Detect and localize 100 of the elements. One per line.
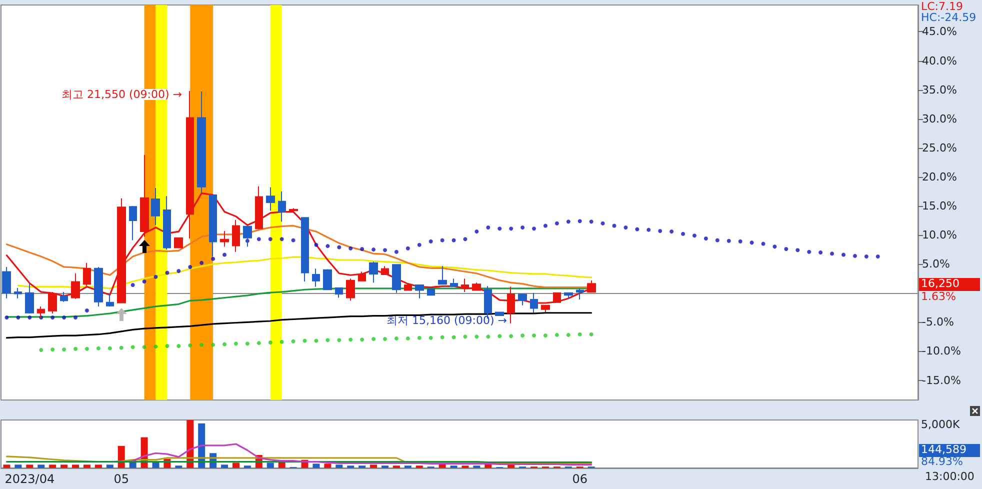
bar <box>266 462 274 468</box>
y-tick-label: 15.0% <box>922 199 957 212</box>
line-series <box>6 312 592 339</box>
point <box>200 342 204 347</box>
bar <box>336 464 343 468</box>
candlestick <box>94 266 103 307</box>
point <box>372 337 376 342</box>
candlestick <box>25 283 34 314</box>
candlestick <box>564 292 573 299</box>
point <box>532 334 536 338</box>
point <box>566 332 570 337</box>
bar <box>106 464 114 468</box>
bar <box>221 464 228 468</box>
point <box>268 340 272 344</box>
point <box>348 338 353 342</box>
line-series <box>17 256 592 290</box>
point <box>486 334 490 339</box>
bar <box>94 464 102 468</box>
y-tick-label: 10.0% <box>922 228 957 242</box>
candlestick <box>576 288 584 300</box>
candlestick <box>60 291 68 302</box>
point <box>222 342 227 346</box>
bar <box>38 464 45 468</box>
text: LC:7.19 <box>921 0 964 13</box>
text: 1.63% <box>921 290 956 303</box>
point <box>428 336 433 340</box>
bar <box>26 464 34 468</box>
point <box>234 342 238 346</box>
candlestick <box>220 230 229 248</box>
bar <box>83 464 90 468</box>
text: HC:-24.59 <box>921 11 976 24</box>
y-tick-label: 25.0% <box>922 141 957 154</box>
point <box>62 347 66 352</box>
point <box>84 346 89 351</box>
bar <box>232 462 240 468</box>
point <box>520 334 525 338</box>
candlestick <box>163 196 171 250</box>
bar <box>14 464 22 468</box>
text: 5,000K <box>921 418 960 431</box>
point <box>509 334 514 338</box>
point <box>176 344 181 348</box>
candlestick <box>106 293 114 307</box>
candlestick <box>301 217 309 282</box>
point <box>474 334 479 339</box>
bar <box>49 464 56 468</box>
point <box>589 332 594 336</box>
y-tick-label: 30.0% <box>922 112 957 126</box>
candlestick <box>530 292 538 314</box>
bar <box>312 464 320 468</box>
candlestick <box>404 284 412 291</box>
candlestick <box>415 284 424 299</box>
candlestick <box>14 287 22 299</box>
x-tick-label: 05 <box>114 472 129 486</box>
point <box>440 335 444 340</box>
point <box>130 345 135 350</box>
bar <box>370 464 378 468</box>
candlestick <box>266 186 275 212</box>
candlestick <box>232 219 240 252</box>
point <box>543 334 548 338</box>
y-tick-label: -10.0% <box>922 344 961 358</box>
point <box>50 347 55 352</box>
point <box>394 336 398 340</box>
candlestick <box>461 278 469 292</box>
annotation: 최저 15,160 (09:00) → <box>386 314 507 327</box>
candlestick <box>427 287 435 296</box>
candlestick <box>278 190 286 222</box>
point <box>96 346 100 350</box>
point <box>291 339 296 344</box>
annotation: 최고 21,550 (09:00) → <box>62 88 182 101</box>
bar <box>186 420 194 468</box>
candlestick <box>2 266 11 299</box>
y-tick-label: 35.0% <box>922 83 957 96</box>
point <box>119 346 124 350</box>
candlestick <box>71 272 80 300</box>
y-tick-label: -15.0% <box>922 374 961 387</box>
point <box>314 338 318 343</box>
point <box>165 344 170 348</box>
y-tick-label: 40.0% <box>922 54 957 68</box>
bar <box>324 464 332 468</box>
point <box>383 337 387 342</box>
y-tick-label: -5.0% <box>922 316 954 329</box>
y-tick-label: 5.0% <box>922 258 950 271</box>
y-tick-label: 45.0% <box>922 25 957 38</box>
point <box>498 334 502 338</box>
bar <box>72 464 80 468</box>
point <box>302 338 307 343</box>
point <box>554 332 559 337</box>
candlestick <box>129 205 137 241</box>
point <box>256 341 261 346</box>
point <box>142 345 146 350</box>
candlestick <box>450 278 458 288</box>
candlestick <box>495 312 504 316</box>
point <box>463 334 468 339</box>
point <box>406 336 410 340</box>
y-tick-label: 20.0% <box>922 170 957 184</box>
point <box>211 342 216 347</box>
point <box>360 338 364 342</box>
candlestick <box>289 208 298 214</box>
candlestick <box>381 266 389 276</box>
point <box>39 348 44 352</box>
